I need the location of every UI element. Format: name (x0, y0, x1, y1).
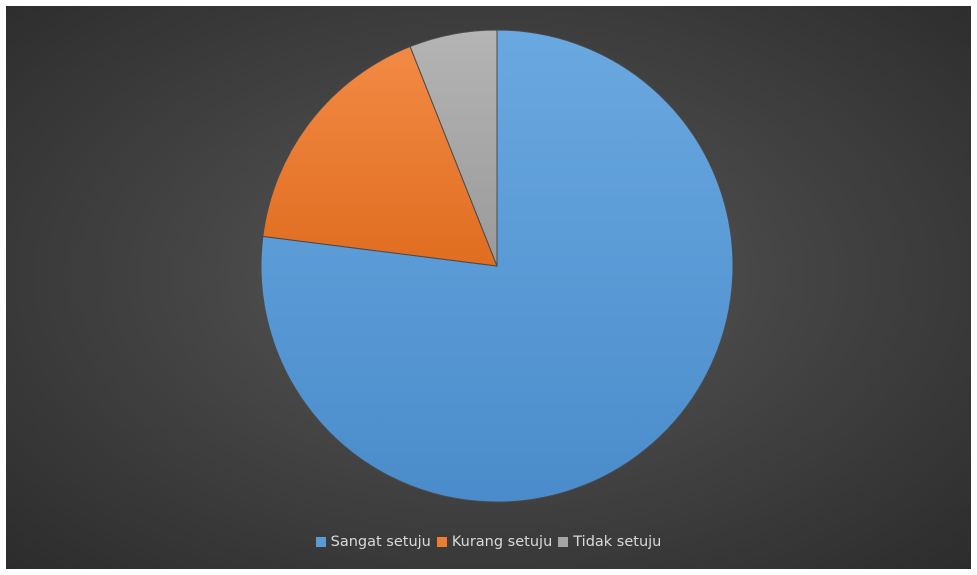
legend-label-kurang-setuju: Kurang setuju (452, 534, 552, 550)
legend-item-sangat-setuju: Sangat setuju (316, 534, 431, 550)
legend-label-tidak-setuju: Tidak setuju (573, 534, 661, 550)
legend: Sangat setuju Kurang setuju Tidak setuju (6, 534, 971, 550)
legend-swatch-kurang-setuju (437, 537, 447, 547)
pie-chart (6, 6, 971, 569)
chart-area: Sangat setuju Kurang setuju Tidak setuju (6, 6, 971, 569)
legend-swatch-sangat-setuju (316, 537, 326, 547)
legend-swatch-tidak-setuju (558, 537, 568, 547)
legend-label-sangat-setuju: Sangat setuju (331, 534, 431, 550)
legend-item-tidak-setuju: Tidak setuju (558, 534, 661, 550)
legend-item-kurang-setuju: Kurang setuju (437, 534, 552, 550)
pie-slices (261, 30, 733, 502)
